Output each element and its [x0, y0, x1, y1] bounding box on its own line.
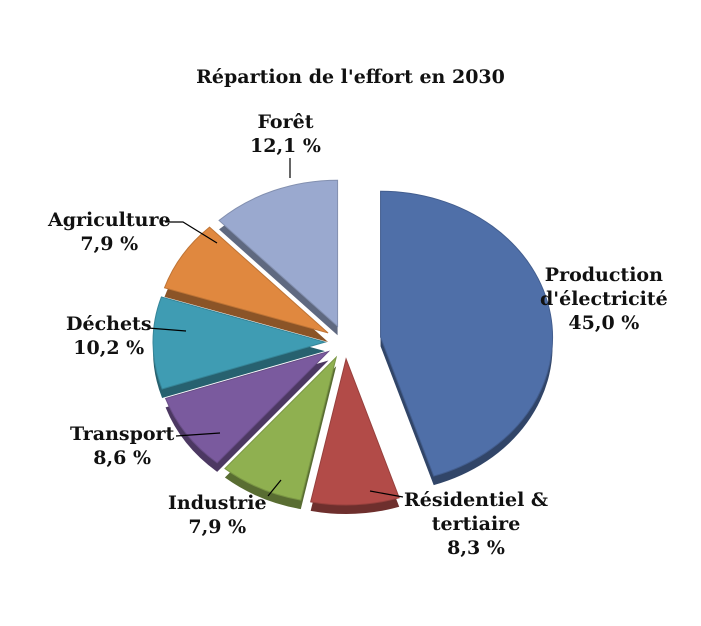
leader-line-dechets	[147, 327, 187, 332]
slice-dechets	[152, 296, 327, 390]
leader-line-residentiel	[369, 490, 404, 498]
leader-line-industrie	[267, 479, 282, 497]
slice-foret	[218, 179, 339, 328]
slice-residentiel	[310, 357, 400, 506]
slice-label-transport: Transport 8,6 %	[70, 423, 175, 469]
slice-label-dechets: Déchets 10,2 %	[66, 313, 152, 359]
slice-label-industrie: Industrie 7,9 %	[168, 492, 267, 538]
slice-label-foret: Forêt 12,1 %	[250, 111, 321, 157]
slice-label-residentiel: Résidentiel & tertiaire 8,3 %	[404, 489, 549, 559]
chart-title: Répartion de l'effort en 2030	[196, 66, 505, 88]
slice-label-agriculture: Agriculture 7,9 %	[48, 209, 171, 255]
slice-production	[380, 190, 554, 477]
slice-label-production: Production d'électricité 45,0 %	[540, 264, 668, 334]
slice-transport	[164, 350, 331, 464]
slice-industrie	[224, 355, 338, 501]
leader-line-agriculture	[165, 221, 218, 244]
leader-line-transport	[175, 432, 221, 437]
slice-agriculture	[163, 226, 329, 334]
